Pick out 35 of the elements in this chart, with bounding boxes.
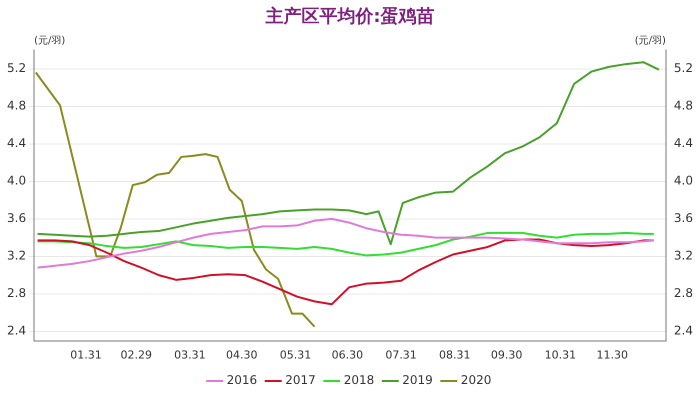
x-tick-label: 08.31 (438, 348, 470, 362)
x-tick-label: 02.29 (120, 348, 152, 362)
legend-label: 2018 (344, 373, 374, 388)
x-tick-label: 04.30 (226, 348, 258, 362)
y-tick-label: 2.8 (6, 286, 26, 300)
y2-axis-title: (元/羽) (634, 36, 666, 47)
legend-label: 2016 (226, 373, 258, 388)
x-tick-label: 09.30 (490, 348, 522, 362)
legend-label: 2017 (285, 373, 316, 388)
y-axis-title: (元/羽) (34, 36, 66, 47)
x-tick-label: 10.31 (544, 348, 576, 362)
y-tick-label: 4.0 (6, 173, 26, 188)
y-tick-label: 4.4 (6, 136, 26, 150)
x-tick-label: 06.30 (332, 348, 364, 362)
y-tick-label: 4.8 (6, 98, 26, 112)
y-tick-label: 5.2 (6, 60, 26, 75)
y2-tick-label: 2.4 (674, 324, 694, 338)
y2-tick-label: 4.8 (674, 98, 694, 112)
chart-title: 主产区平均价:蛋鸡苗 (264, 5, 436, 28)
y-tick-label: 2.4 (6, 324, 26, 338)
legend-label: 2019 (402, 373, 433, 388)
y2-tick-label: 5.2 (674, 60, 694, 75)
y2-tick-label: 4.4 (674, 136, 694, 150)
y2-tick-label: 4.0 (674, 173, 694, 188)
y2-tick-label: 2.8 (674, 286, 694, 300)
x-tick-label: 05.31 (280, 348, 312, 362)
x-tick-label: 03.31 (174, 348, 206, 362)
x-tick-label: 07.31 (385, 348, 417, 362)
x-tick-label: 01.31 (70, 348, 102, 362)
y-tick-label: 3.6 (6, 210, 26, 225)
y2-tick-label: 3.2 (674, 248, 694, 262)
legend-label: 2020 (460, 373, 492, 388)
y-tick-label: 3.2 (6, 248, 26, 262)
x-tick-label: 11.30 (596, 348, 628, 362)
y2-tick-label: 3.6 (674, 210, 694, 225)
